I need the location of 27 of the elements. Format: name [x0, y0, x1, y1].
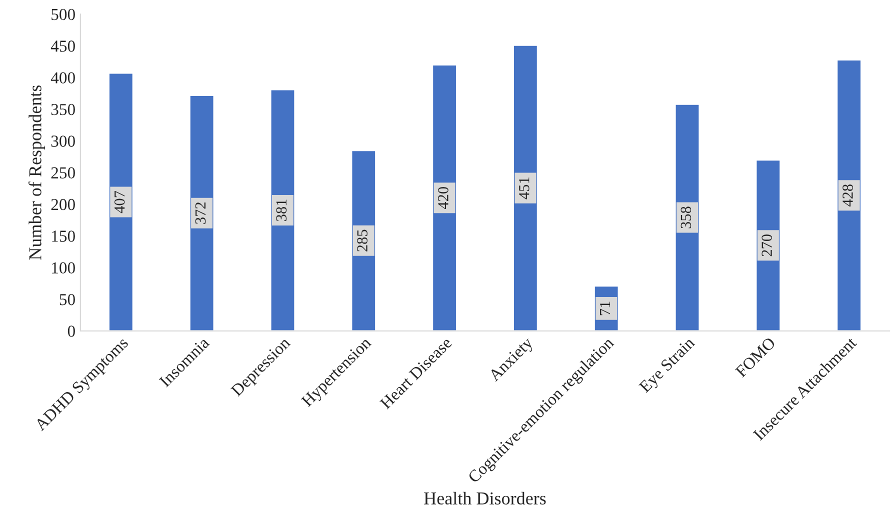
data-label: 420	[438, 187, 448, 210]
data-label: 407	[114, 190, 125, 214]
y-tick-label: 350	[51, 104, 75, 116]
x-axis-title: Health Disorders	[424, 492, 546, 505]
y-tick-label: 150	[52, 230, 75, 242]
data-label: 372	[195, 202, 206, 224]
y-tick-label: 200	[51, 198, 75, 210]
data-label: 285	[357, 230, 368, 252]
y-axis-title: Number of Respondents	[28, 85, 46, 260]
bar	[108, 72, 134, 331]
data-label: 381	[276, 200, 287, 221]
y-tick-label: 400	[50, 72, 75, 84]
y-tick-label: 100	[52, 262, 75, 274]
y-tick-label: 450	[50, 40, 75, 52]
data-label: 451	[519, 178, 530, 200]
y-tick-label: 500	[52, 8, 75, 20]
bar	[512, 44, 538, 331]
data-label: 270	[762, 234, 772, 256]
y-tick-label: 0	[68, 326, 75, 337]
y-tick-label: 50	[60, 294, 75, 306]
y-tick-label: 300	[51, 136, 75, 147]
data-label: 71	[600, 302, 610, 316]
bar	[836, 59, 862, 331]
data-label: 428	[842, 184, 853, 207]
bar	[432, 64, 458, 331]
y-tick-label: 250	[51, 167, 75, 178]
data-label: 358	[680, 206, 692, 228]
